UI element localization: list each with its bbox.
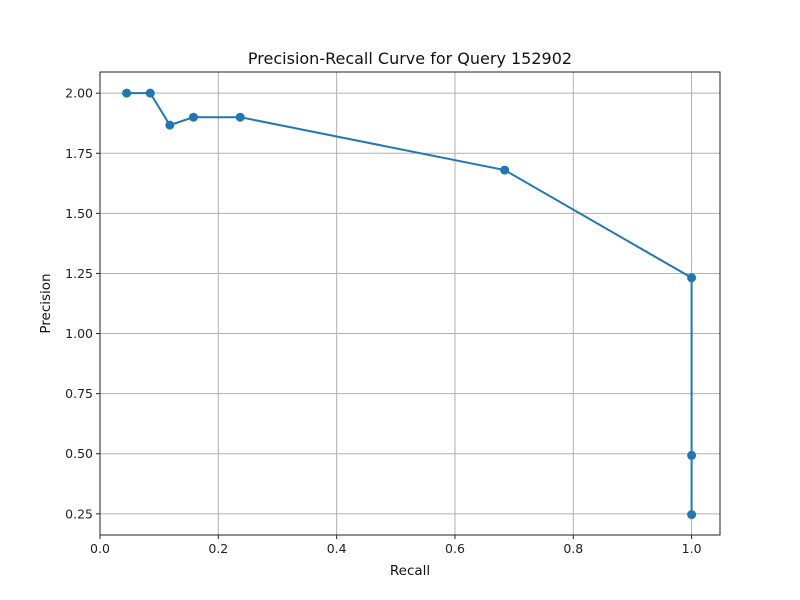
pr-curve-point xyxy=(500,165,510,175)
y-tick-label: 1.25 xyxy=(65,266,93,281)
pr-curve-point xyxy=(188,112,198,122)
x-tick-label: 0.6 xyxy=(445,541,465,556)
x-tick-label: 0.0 xyxy=(90,541,110,556)
y-tick-label: 1.00 xyxy=(65,326,93,341)
y-tick-label: 0.75 xyxy=(65,386,93,401)
x-tick-label: 0.2 xyxy=(208,541,228,556)
plot-frame xyxy=(99,71,721,536)
x-axis-label: Recall xyxy=(390,563,430,579)
pr-curve-point xyxy=(687,510,697,520)
y-tick-label: 0.25 xyxy=(65,506,93,521)
series-layer xyxy=(122,88,697,520)
x-tick-label: 1.0 xyxy=(682,541,702,556)
y-tick-label: 2.00 xyxy=(65,86,93,101)
y-tick-label: 0.50 xyxy=(65,446,93,461)
pr-curve-point xyxy=(687,273,697,283)
y-axis-label: Precision xyxy=(38,273,54,333)
y-tick-label: 1.75 xyxy=(65,146,93,161)
x-tick-label: 0.8 xyxy=(563,541,583,556)
x-tick-label: 0.4 xyxy=(327,541,347,556)
chart-title: Precision-Recall Curve for Query 152902 xyxy=(248,49,572,68)
y-tick-label: 1.50 xyxy=(65,206,93,221)
pr-curve-point xyxy=(165,120,175,130)
pr-curve-point xyxy=(235,112,245,122)
pr-curve-point xyxy=(122,88,132,98)
ticks-layer: 0.0 0.2 0.4 0.6 0.8 1.0 0.25 0.50 0.75 1.00 1.25 1.… xyxy=(65,86,701,556)
pr-curve-point xyxy=(687,450,697,460)
pr-curve-point xyxy=(145,88,155,98)
